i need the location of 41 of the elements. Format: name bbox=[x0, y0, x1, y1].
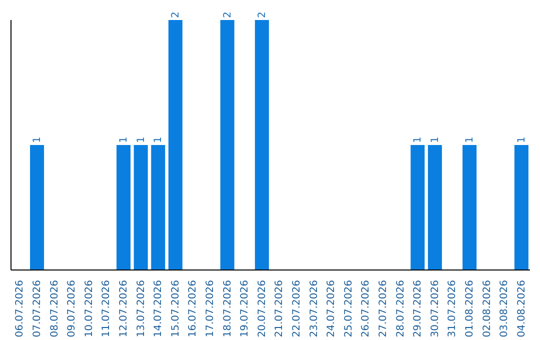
data-label: 2 bbox=[222, 12, 234, 18]
data-label: 1 bbox=[516, 136, 528, 143]
x-tick-label: 06.07.2026 bbox=[14, 280, 26, 338]
data-label: 2 bbox=[170, 12, 182, 18]
x-tick-label: 02.08.2026 bbox=[482, 280, 493, 338]
x-tick-label: 12.07.2026 bbox=[118, 280, 130, 338]
x-tick-label: 18.07.2026 bbox=[222, 280, 234, 338]
x-tick-label: 04.08.2026 bbox=[516, 280, 528, 338]
x-tick-label: 14.07.2026 bbox=[153, 280, 164, 338]
x-tick-label: 29.07.2026 bbox=[412, 280, 424, 338]
x-tick-label: 09.07.2026 bbox=[66, 280, 78, 338]
data-label: 1 bbox=[464, 136, 476, 143]
x-tick-label: 03.08.2026 bbox=[499, 280, 510, 338]
data-label: 1 bbox=[118, 136, 130, 143]
x-tick-label: 28.07.2026 bbox=[395, 280, 406, 338]
x-tick-label: 11.07.2026 bbox=[101, 280, 112, 338]
x-tick-label: 10.07.2026 bbox=[84, 280, 95, 338]
data-label: 1 bbox=[136, 136, 147, 143]
x-tick-label: 26.07.2026 bbox=[360, 280, 372, 338]
x-tick-label: 13.07.2026 bbox=[136, 280, 147, 338]
data-label: 1 bbox=[430, 136, 441, 143]
x-tick-label: 01.08.2026 bbox=[464, 280, 476, 338]
data-label: 1 bbox=[153, 136, 164, 143]
x-tick-label: 07.07.2026 bbox=[32, 280, 43, 338]
x-tick-label: 30.07.2026 bbox=[430, 280, 441, 338]
data-label: 1 bbox=[412, 136, 424, 143]
x-tick-label: 22.07.2026 bbox=[291, 280, 302, 338]
x-tick-label: 21.07.2026 bbox=[274, 280, 286, 338]
x-tick-label: 16.07.2026 bbox=[188, 280, 199, 338]
x-tick-label: 08.07.2026 bbox=[49, 280, 60, 338]
x-tick-label: 15.07.2026 bbox=[170, 280, 182, 338]
x-tick-label: 20.07.2026 bbox=[256, 280, 268, 338]
data-label: 2 bbox=[256, 12, 268, 18]
x-tick-label: 25.07.2026 bbox=[343, 280, 354, 338]
x-tick-label: 27.07.2026 bbox=[378, 280, 389, 338]
x-tick-label: 19.07.2026 bbox=[240, 280, 251, 338]
x-tick-label: 31.07.2026 bbox=[447, 280, 458, 338]
x-tick-label: 24.07.2026 bbox=[326, 280, 338, 338]
x-tick-label: 17.07.2026 bbox=[204, 280, 216, 338]
x-tick-label: 23.07.2026 bbox=[308, 280, 320, 338]
data-label: 1 bbox=[32, 136, 44, 143]
